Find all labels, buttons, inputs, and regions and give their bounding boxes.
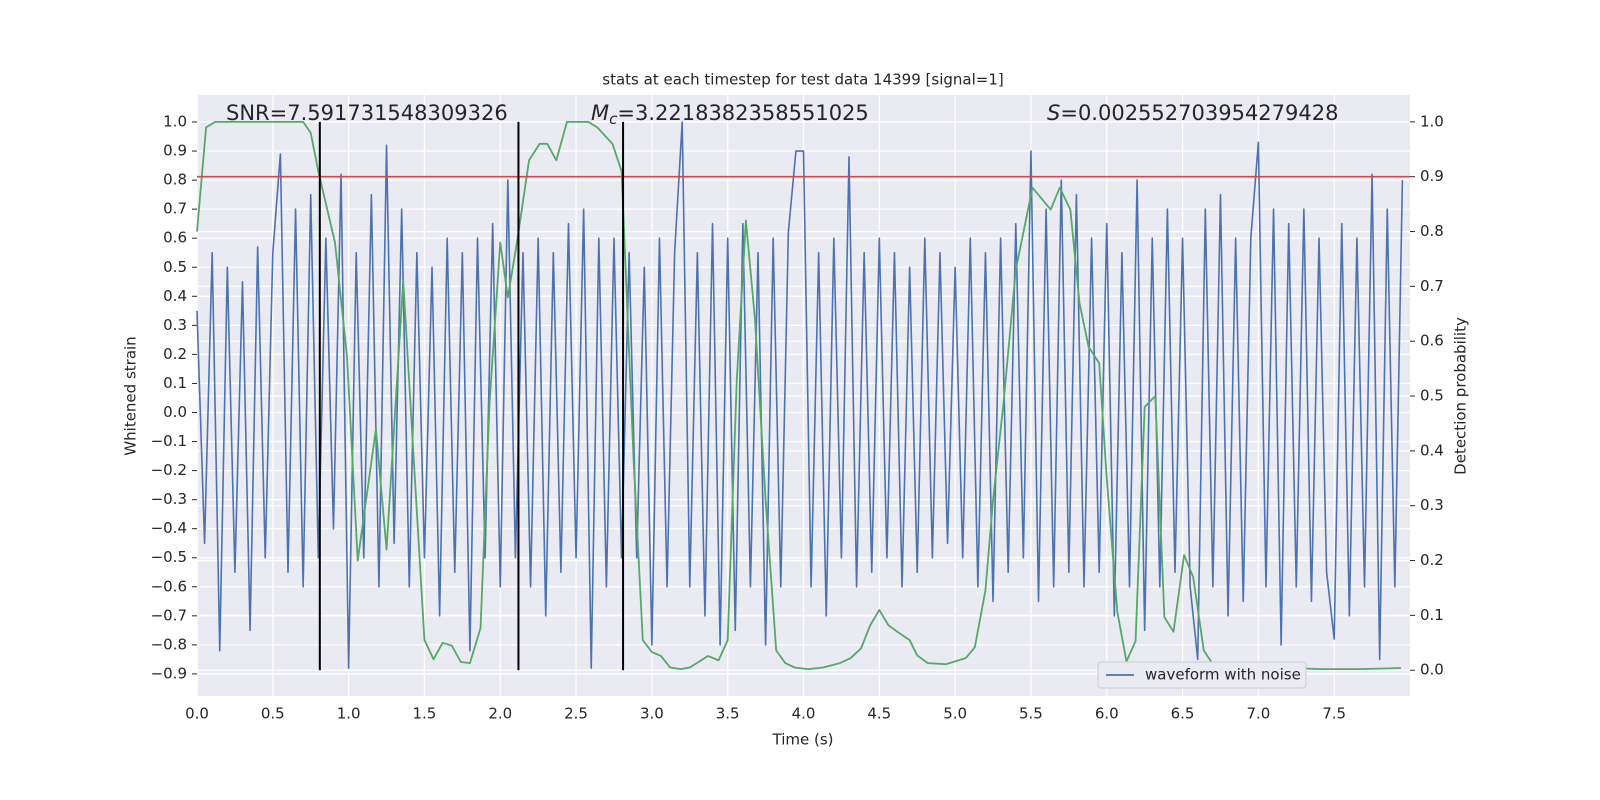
annotation: S=0.002552703954279428 xyxy=(1047,101,1338,125)
annotation-subscript: c xyxy=(609,110,618,128)
y2-tick-label: 0.1 xyxy=(1420,606,1444,624)
y-tick-label: 0.7 xyxy=(163,200,187,218)
y2-tick-label: 1.0 xyxy=(1420,112,1444,130)
x-tick-label: 2.0 xyxy=(488,705,512,723)
y-tick-label: −0.8 xyxy=(151,635,187,653)
annotation-text: =3.2218382358551025 xyxy=(617,101,868,125)
y2-tick-label: 0.5 xyxy=(1420,387,1444,405)
x-tick-label: 4.5 xyxy=(867,705,891,723)
x-tick-label: 0.0 xyxy=(185,705,209,723)
y-tick-label: 0.6 xyxy=(163,229,187,247)
y2-tick-label: 0.4 xyxy=(1420,441,1444,459)
annotation-text: =0.002552703954279428 xyxy=(1060,101,1338,125)
x-tick-label: 5.0 xyxy=(943,705,967,723)
annotation-symbol: S xyxy=(1047,101,1060,125)
y-tick-label: 0.4 xyxy=(163,287,187,305)
y-tick-label: −0.2 xyxy=(151,461,187,479)
y2-tick-label: 0.7 xyxy=(1420,277,1444,295)
y-tick-label: 1.0 xyxy=(163,113,187,131)
legend-box xyxy=(1097,661,1307,689)
x-tick-label: 6.0 xyxy=(1095,705,1119,723)
y-tick-label: 0.8 xyxy=(163,171,187,189)
y2-axis-label: Detection probability xyxy=(1452,317,1470,475)
annotation-symbol: M xyxy=(591,101,609,125)
y-tick-label: −0.4 xyxy=(151,519,187,537)
y-axis-label: Whitened strain xyxy=(122,336,140,455)
y2-tick-label: 0.0 xyxy=(1420,661,1444,679)
x-tick-label: 3.0 xyxy=(640,705,664,723)
series-line xyxy=(196,120,1401,671)
annotation-text: SNR=7.591731548309326 xyxy=(226,101,508,125)
x-tick-label: 2.5 xyxy=(564,705,588,723)
x-tick-label: 7.0 xyxy=(1246,705,1270,723)
y-tick-label: −0.9 xyxy=(151,664,187,682)
y2-tick-label: 0.3 xyxy=(1420,496,1444,514)
annotation: SNR=7.591731548309326 xyxy=(226,101,508,125)
x-tick-label: 7.5 xyxy=(1322,705,1346,723)
y-tick-label: −0.6 xyxy=(151,577,187,595)
y-tick-label: −0.5 xyxy=(151,548,187,566)
x-tick-label: 0.5 xyxy=(261,705,285,723)
annotation: Mc=3.2218382358551025 xyxy=(591,101,869,128)
y-tick-label: 0.9 xyxy=(163,142,187,160)
x-tick-label: 1.0 xyxy=(337,705,361,723)
x-tick-label: 5.5 xyxy=(1019,705,1043,723)
y-tick-label: −0.7 xyxy=(151,606,187,624)
y-tick-label: 0.3 xyxy=(163,316,187,334)
x-tick-label: 1.5 xyxy=(413,705,437,723)
y-tick-label: −0.3 xyxy=(151,490,187,508)
y2-tick-label: 0.8 xyxy=(1420,222,1444,240)
y2-tick-label: 0.6 xyxy=(1420,332,1444,350)
x-tick-label: 3.5 xyxy=(716,705,740,723)
x-axis-label: Time (s) xyxy=(772,731,834,749)
x-tick-label: 4.0 xyxy=(792,705,816,723)
chart-title: stats at each timestep for test data 143… xyxy=(602,71,1003,89)
y2-tick-label: 0.2 xyxy=(1420,551,1444,569)
y-tick-label: 0.1 xyxy=(163,374,187,392)
legend-label: waveform with noise xyxy=(1145,666,1301,684)
y-tick-label: 0.5 xyxy=(163,258,187,276)
y-tick-label: −0.1 xyxy=(151,432,187,450)
y-tick-label: 0.2 xyxy=(163,345,187,363)
y2-tick-label: 0.9 xyxy=(1420,167,1444,185)
x-tick-label: 6.5 xyxy=(1171,705,1195,723)
y-tick-label: 0.0 xyxy=(163,403,187,421)
